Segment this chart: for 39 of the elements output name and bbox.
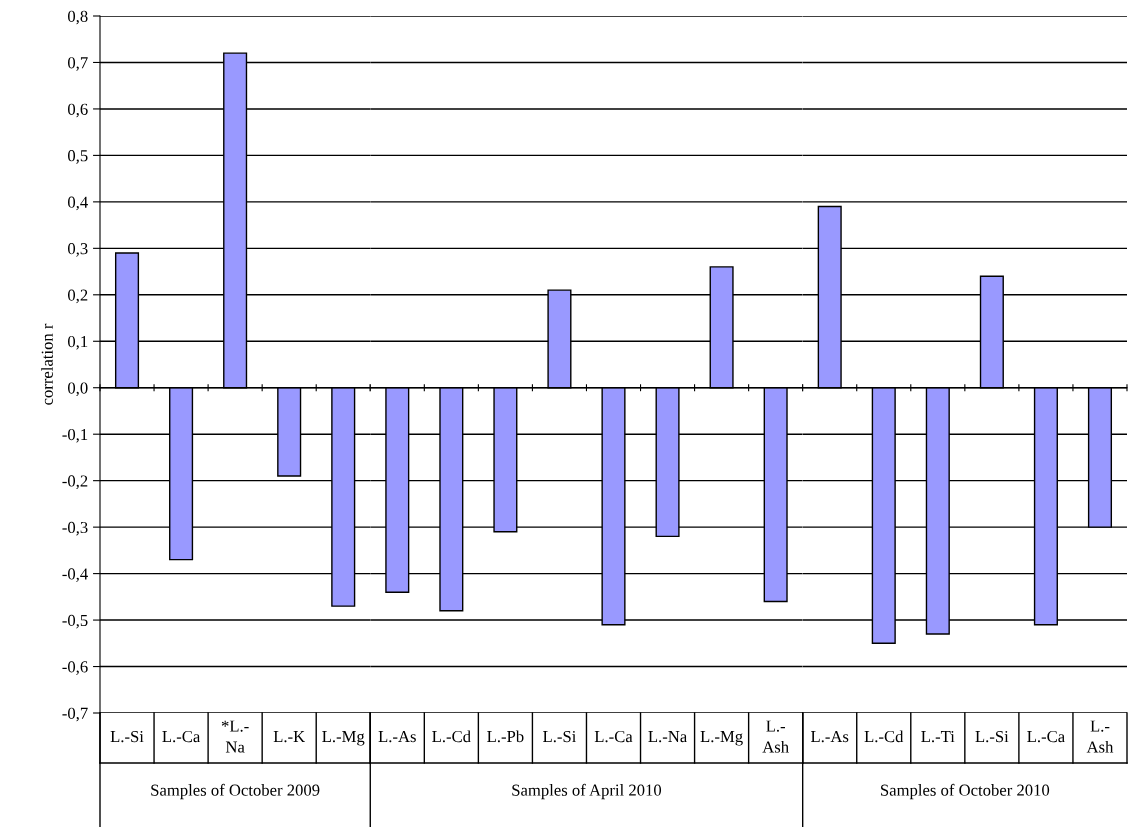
x-tick-label: L.-Cd	[432, 730, 471, 743]
y-tick-label: 0,2	[68, 289, 88, 304]
y-tick-label: 0,6	[68, 103, 88, 118]
x-tick-label: L.-Ti	[921, 730, 955, 743]
y-tick-label: 0,8	[68, 10, 88, 25]
y-tick-label: -0,4	[62, 568, 88, 582]
y-tick-label: 0,1	[68, 335, 88, 350]
x-tick-label: *L.-Na	[221, 720, 249, 753]
y-tick-label: -0,2	[62, 475, 88, 490]
x-tick-label: L.-Na	[648, 731, 687, 743]
y-tick-label: -0,7	[62, 707, 88, 722]
x-tick-label: L.-Ash	[762, 720, 789, 753]
x-tick-label: L.-K	[273, 731, 305, 743]
x-tick-label: L.-Si	[110, 730, 144, 743]
y-tick-label: -0,6	[62, 661, 88, 675]
y-tick-label: -0,1	[62, 428, 88, 443]
y-axis-title: correlation r	[41, 323, 53, 405]
x-tick-label: L.-Si	[543, 730, 577, 743]
x-tick-label: L.-Pb	[487, 730, 524, 743]
y-tick-label: 0,3	[68, 243, 88, 257]
y-tick-label: 0,0	[68, 382, 88, 397]
x-tick-label: L.-Si	[975, 730, 1009, 743]
x-tick-label: L.-Ca	[594, 730, 633, 743]
y-tick-label: 0,4	[68, 196, 88, 211]
x-tick-label: L.-Mg	[700, 731, 743, 746]
x-axis-title: Samples of October 2009	[151, 783, 320, 800]
x-tick-label: L.-As	[810, 731, 849, 743]
x-axis-title: Samples of October 2010	[881, 783, 1050, 800]
y-tick-label: -0,3	[62, 521, 88, 536]
y-tick-label: 0,5	[68, 150, 88, 164]
x-tick-label: L.-Ca	[162, 730, 201, 743]
y-tick-label: -0,5	[62, 614, 88, 629]
x-tick-label: L.-As	[378, 731, 416, 743]
x-tick-label: L.-Cd	[864, 730, 904, 743]
y-tick-label: 0,7	[68, 57, 88, 71]
x-tick-label: L.-Ash	[1086, 720, 1114, 753]
x-tick-label: L.-Mg	[322, 731, 365, 746]
x-axis-title: Samples of April 2010	[512, 783, 662, 800]
x-tick-label: L.-Ca	[1027, 730, 1065, 743]
